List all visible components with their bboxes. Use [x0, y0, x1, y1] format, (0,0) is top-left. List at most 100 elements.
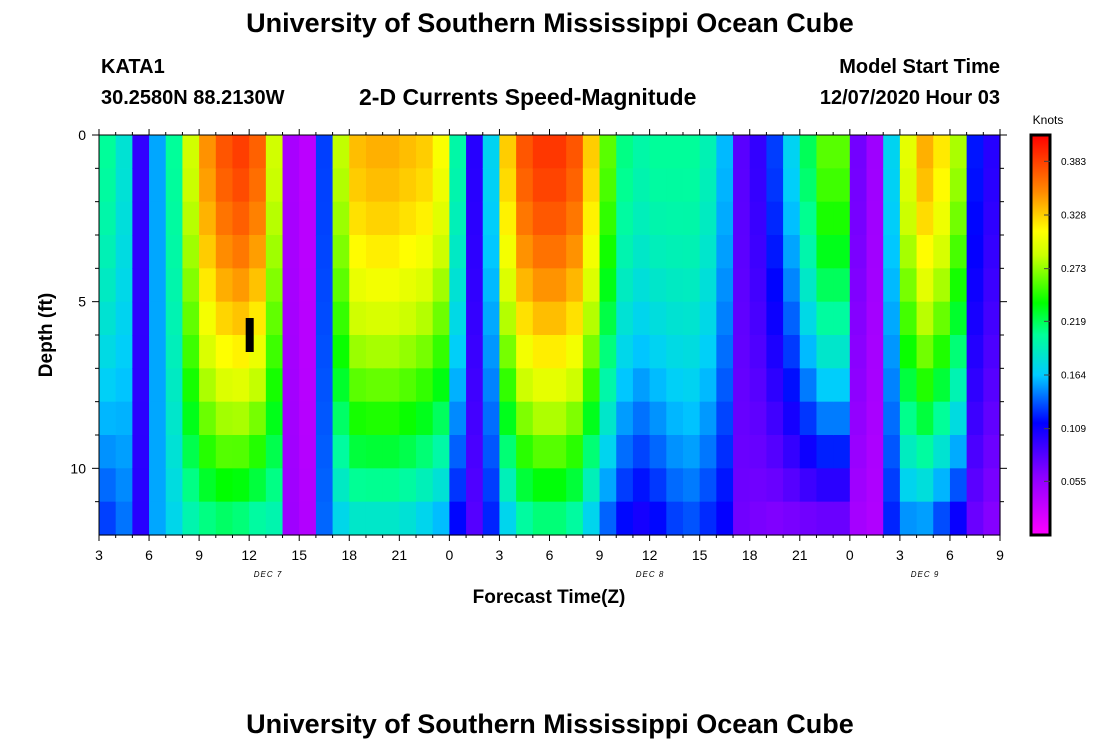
heatmap-cell	[549, 501, 567, 536]
heatmap-cell	[382, 401, 400, 436]
heatmap-cell	[482, 201, 501, 236]
colorbar-tick-label: 0.055	[1061, 477, 1086, 488]
heatmap-cell	[299, 435, 317, 469]
heatmap-cell	[249, 268, 267, 303]
heatmap-cell	[99, 301, 117, 336]
heatmap-cell	[99, 501, 117, 536]
heatmap-cell	[232, 401, 250, 436]
heatmap-cell	[816, 368, 834, 403]
heatmap-cell	[315, 235, 334, 269]
heatmap-cell	[432, 135, 450, 169]
heatmap-cell	[666, 368, 684, 403]
heatmap-cell	[849, 235, 868, 269]
heatmap-cell	[232, 368, 250, 403]
heatmap-cell	[649, 135, 667, 169]
heatmap-cell	[582, 301, 601, 336]
heatmap-cell	[699, 201, 717, 236]
heatmap-cell	[599, 135, 617, 169]
heatmap-cell	[899, 135, 918, 169]
heatmap-cell	[632, 468, 651, 503]
heatmap-cell	[966, 268, 984, 303]
heatmap-cell	[349, 201, 367, 236]
heatmap-cell	[332, 268, 350, 303]
station-id: KATA1	[101, 56, 165, 78]
heatmap-cell	[416, 301, 434, 336]
heatmap-cell	[332, 435, 350, 469]
heatmap-cell	[833, 501, 851, 536]
heatmap-cell	[599, 335, 617, 369]
heatmap-cell	[466, 268, 484, 303]
heatmap-cell	[399, 435, 417, 469]
heatmap-cell	[365, 168, 384, 203]
heatmap-cell	[265, 201, 284, 236]
heatmap-cell	[99, 168, 117, 203]
heatmap-cell	[616, 201, 634, 236]
heatmap-cell	[382, 168, 400, 203]
heatmap-cell	[766, 501, 784, 536]
heatmap-cell	[666, 201, 684, 236]
heatmap-cell	[733, 368, 751, 403]
heatmap-cell	[833, 468, 851, 503]
heatmap-cell	[182, 268, 200, 303]
heatmap-cell	[833, 235, 851, 269]
heatmap-cell	[232, 435, 250, 469]
heatmap-cell	[416, 468, 434, 503]
heatmap-cell	[582, 168, 601, 203]
heatmap-cell	[582, 268, 601, 303]
heatmap-cell	[199, 401, 217, 436]
heatmap-cell	[215, 301, 234, 336]
heatmap-cell	[532, 235, 551, 269]
heatmap-cell	[365, 401, 384, 436]
heatmap-cell	[382, 201, 400, 236]
heatmap-cell	[682, 135, 701, 169]
heatmap-cell	[666, 168, 684, 203]
heatmap-cell	[532, 268, 551, 303]
heatmap-cell	[315, 435, 334, 469]
heatmap-cell	[899, 435, 918, 469]
heatmap-cell	[466, 501, 484, 536]
heatmap-cell	[632, 268, 651, 303]
heatmap-cell	[733, 168, 751, 203]
heatmap-cell	[632, 335, 651, 369]
heatmap-cell	[883, 501, 901, 536]
heatmap-cell	[165, 468, 184, 503]
heatmap-cell	[933, 135, 951, 169]
heatmap-cell	[566, 235, 584, 269]
heatmap-cell	[649, 268, 667, 303]
heatmap-cell	[966, 435, 984, 469]
heatmap-cell	[699, 368, 717, 403]
heatmap-cell	[716, 301, 734, 336]
heatmap-cell	[482, 301, 501, 336]
heatmap-cell	[382, 435, 400, 469]
heatmap-cell	[883, 301, 901, 336]
colorbar-tick-label: 0.219	[1061, 317, 1086, 328]
colorbar-tick-label: 0.383	[1061, 157, 1086, 168]
heatmap-cell	[416, 235, 434, 269]
heatmap-cell	[232, 201, 250, 236]
heatmap-cell	[99, 468, 117, 503]
heatmap-cell	[699, 335, 717, 369]
heatmap-cell	[516, 268, 534, 303]
heatmap-cell	[165, 401, 184, 436]
heatmap-cell	[916, 435, 934, 469]
heatmap-cell	[833, 401, 851, 436]
heatmap-cell	[682, 435, 701, 469]
heatmap-cell	[866, 368, 884, 403]
heatmap-cell	[132, 401, 150, 436]
heatmap-cell	[566, 168, 584, 203]
heatmap-cell	[365, 268, 384, 303]
heatmap-cell	[916, 468, 934, 503]
heatmap-cell	[799, 268, 818, 303]
heatmap-cell	[299, 135, 317, 169]
heatmap-cell	[249, 435, 267, 469]
heatmap-cell	[699, 468, 717, 503]
heatmap-cell	[182, 501, 200, 536]
heatmap-cell	[966, 401, 984, 436]
heatmap-cell	[783, 135, 801, 169]
heatmap-cell	[866, 235, 884, 269]
heatmap-cell	[399, 468, 417, 503]
heatmap-cell	[899, 235, 918, 269]
heatmap-cell	[733, 268, 751, 303]
heatmap-cell	[482, 501, 501, 536]
heatmap-cell	[265, 235, 284, 269]
